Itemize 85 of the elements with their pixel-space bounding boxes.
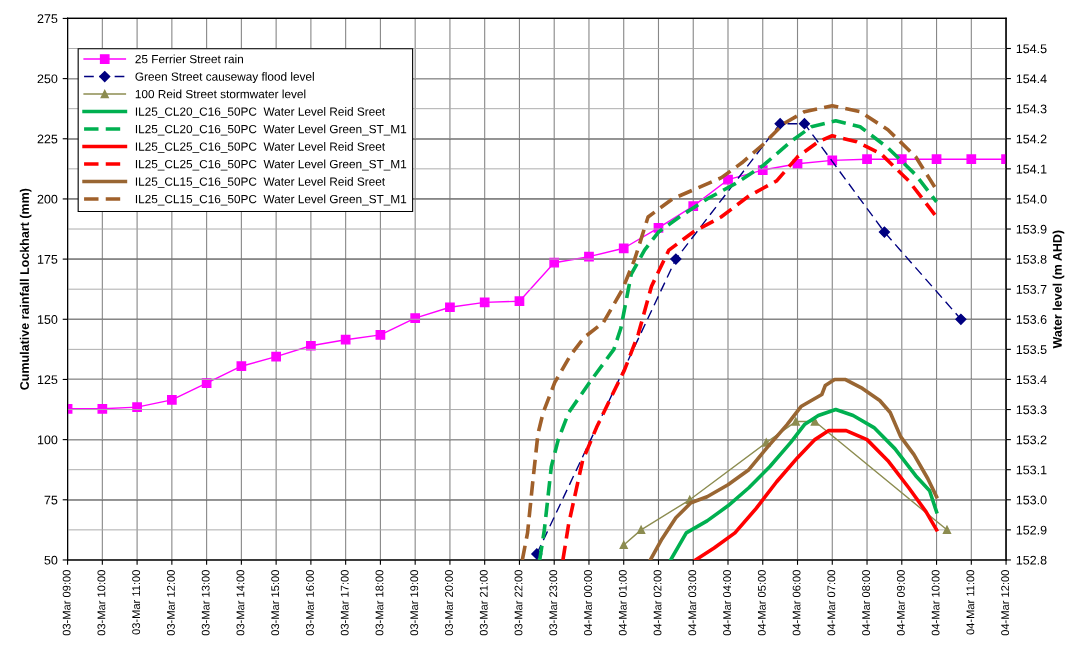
y2-tick-label: 153.4: [1016, 375, 1047, 385]
y2-tick-label: 152.8: [1016, 555, 1047, 565]
legend-label: 25 Ferrier Street rain: [135, 54, 243, 64]
x-tick-label: 03-Mar 10:00: [97, 570, 106, 636]
x-tick-label: 04-Mar 07:00: [827, 570, 836, 636]
x-tick-label: 04-Mar 03:00: [688, 570, 697, 636]
x-tick-label: 03-Mar 22:00: [514, 570, 523, 636]
x-tick-label: 04-Mar 02:00: [653, 570, 662, 636]
y2-tick-label: 154.0: [1016, 194, 1047, 204]
legend-label: IL25_CL15_C16_50PC Water Level Reid Sreet: [135, 177, 385, 188]
y-tick-label: 125: [37, 375, 58, 385]
x-tick-label: 03-Mar 14:00: [236, 570, 245, 636]
x-tick-label: 03-Mar 17:00: [340, 570, 349, 636]
x-tick-label: 03-Mar 21:00: [479, 570, 488, 636]
x-tick-label: 04-Mar 12:00: [1001, 570, 1010, 636]
y2-tick-label: 152.9: [1016, 525, 1047, 535]
y2-tick-label: 154.3: [1016, 104, 1047, 114]
x-tick-label: 03-Mar 23:00: [549, 570, 558, 636]
y2-tick-label: 154.1: [1016, 164, 1047, 174]
point: [306, 340, 316, 351]
point: [236, 361, 247, 372]
point: [375, 330, 386, 340]
x-tick-label: 04-Mar 05:00: [757, 570, 766, 636]
x-tick-label: 03-Mar 19:00: [410, 570, 419, 636]
point: [514, 296, 525, 307]
x-tick-label: 03-Mar 11:00: [132, 570, 141, 635]
y2-tick-label: 154.2: [1016, 134, 1047, 144]
point: [166, 395, 177, 405]
x-tick-label: 03-Mar 18:00: [375, 570, 384, 636]
y2-tick-label: 154.4: [1016, 74, 1047, 84]
x-tick-label: 04-Mar 06:00: [792, 570, 801, 636]
y-tick-label: 100: [37, 435, 58, 445]
y-axis-title: Cumulative rainfall Lockhart (mm): [19, 188, 32, 390]
x-tick-label: 04-Mar 11:00: [966, 570, 975, 635]
y-tick-label: 150: [37, 315, 58, 324]
legend-label: 100 Reid Street stormwater level: [135, 89, 306, 99]
x-tick-label: 04-Mar 00:00: [584, 570, 592, 636]
legend-label: IL25_CL15_C16_50PC Water Level Green_ST_M1: [135, 194, 407, 206]
y2-tick-label: 153.8: [1016, 254, 1047, 264]
point: [410, 313, 421, 323]
y2-tick-label: 153.3: [1016, 405, 1047, 415]
y-tick-label: 225: [37, 134, 58, 144]
x-tick-label: 04-Mar 09:00: [896, 570, 905, 636]
y-tick-label: 175: [37, 255, 58, 264]
point: [97, 403, 108, 414]
y-tick-label: 75: [44, 495, 58, 505]
legend-label: IL25_CL25_C16_50PC Water Level Reid Sreet: [135, 142, 385, 153]
legend-label: IL25_CL20_C16_50PC Water Level Reid Sreet: [135, 107, 385, 118]
y-tick-label: 250: [37, 74, 58, 84]
y2-tick-label: 153.7: [1016, 284, 1047, 294]
y2-tick-label: 153.9: [1016, 224, 1047, 234]
y-tick-label: 200: [37, 194, 58, 204]
x-tick-label: 04-Mar 04:00: [723, 570, 731, 636]
point: [445, 302, 455, 313]
y2-tick-label: 153.6: [1016, 315, 1047, 324]
point: [340, 334, 351, 345]
legend-label: IL25_CL20_C16_50PC Water Level Green_ST_M1: [135, 124, 407, 136]
x-tick-label: 04-Mar 01:00: [618, 570, 627, 636]
point: [618, 243, 629, 254]
x-tick-label: 03-Mar 15:00: [271, 570, 280, 636]
y2-tick-label: 153.2: [1016, 435, 1047, 445]
x-tick-label: 03-Mar 09:00: [62, 570, 71, 636]
y2-tick-label: 153.5: [1016, 345, 1047, 355]
point: [896, 154, 907, 165]
x-tick-label: 03-Mar 12:00: [166, 570, 175, 636]
x-tick-label: 03-Mar 13:00: [201, 570, 210, 636]
x-tick-label: 03-Mar 16:00: [306, 570, 314, 636]
x-tick-label: 04-Mar 10:00: [931, 570, 940, 636]
point: [966, 154, 977, 165]
y2-tick-label: 153.0: [1016, 495, 1047, 505]
point: [862, 154, 872, 165]
point: [931, 154, 942, 165]
point: [271, 351, 281, 362]
x-tick-label: 04-Mar 08:00: [862, 570, 871, 636]
y-tick-label: 275: [37, 14, 58, 24]
y2-axis-title: Water level (m AHD): [1052, 230, 1065, 349]
y-tick-label: 50: [44, 555, 58, 565]
point: [132, 402, 142, 412]
point: [479, 297, 490, 308]
legend-label: Green Street causeway flood level: [135, 72, 314, 84]
legend-label: IL25_CL25_C16_50PC Water Level Green_ST_M1: [135, 159, 407, 171]
point: [723, 174, 733, 185]
x-tick-label: 03-Mar 20:00: [445, 570, 453, 636]
y2-tick-label: 154.5: [1016, 44, 1047, 54]
y2-tick-label: 153.1: [1016, 465, 1047, 475]
